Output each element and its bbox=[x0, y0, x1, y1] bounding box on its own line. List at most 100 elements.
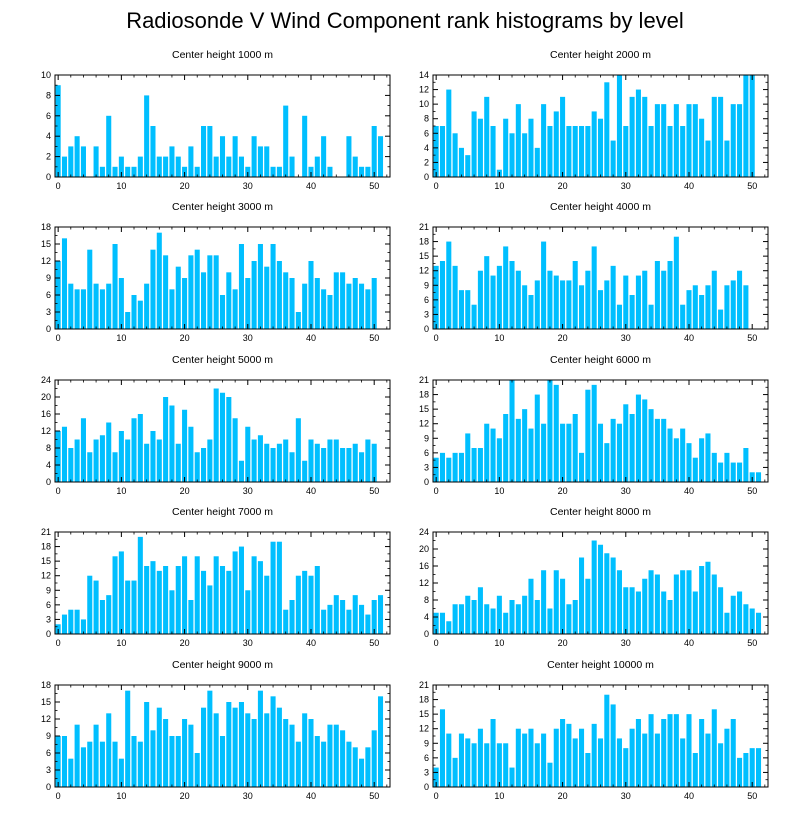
bar bbox=[61, 426, 68, 482]
bar bbox=[93, 283, 99, 329]
bar bbox=[371, 730, 377, 787]
y-tick-label: 2 bbox=[424, 157, 429, 167]
bar bbox=[604, 694, 610, 787]
bar bbox=[616, 75, 622, 177]
x-tick-label: 50 bbox=[747, 791, 757, 801]
bar bbox=[106, 713, 112, 787]
x-tick-label: 50 bbox=[369, 486, 379, 496]
bar bbox=[106, 283, 112, 329]
y-tick-label: 18 bbox=[419, 390, 429, 400]
bar bbox=[175, 736, 181, 787]
x-tick-label: 0 bbox=[434, 181, 439, 191]
bar bbox=[673, 438, 679, 482]
y-tick-label: 3 bbox=[46, 614, 51, 624]
bar bbox=[150, 431, 156, 482]
x-tick-label: 10 bbox=[116, 333, 126, 343]
bar bbox=[528, 578, 534, 634]
bar bbox=[352, 278, 358, 329]
bar bbox=[585, 578, 591, 634]
bar bbox=[125, 690, 131, 787]
bar bbox=[490, 428, 496, 482]
bar bbox=[194, 452, 200, 482]
x-tick-label: 0 bbox=[434, 638, 439, 648]
bar bbox=[661, 719, 667, 787]
bar bbox=[276, 443, 282, 482]
y-tick-label: 9 bbox=[424, 280, 429, 290]
x-tick-label: 20 bbox=[558, 181, 568, 191]
bar bbox=[276, 707, 282, 787]
bar bbox=[635, 591, 641, 634]
bar bbox=[333, 439, 339, 482]
bar bbox=[131, 295, 137, 329]
bar bbox=[156, 439, 162, 482]
bar bbox=[705, 140, 711, 177]
bar bbox=[163, 397, 169, 482]
y-tick-label: 18 bbox=[41, 222, 51, 232]
x-tick-label: 20 bbox=[558, 486, 568, 496]
bar bbox=[321, 136, 327, 177]
bar bbox=[623, 587, 629, 634]
bar bbox=[333, 724, 339, 787]
y-tick-label: 12 bbox=[41, 571, 51, 581]
bar bbox=[737, 270, 743, 329]
bar bbox=[572, 414, 578, 482]
bar bbox=[616, 304, 622, 329]
bar bbox=[150, 126, 156, 177]
bar bbox=[642, 96, 648, 177]
bar bbox=[226, 702, 232, 787]
bar bbox=[509, 600, 515, 634]
bar bbox=[226, 272, 232, 329]
bar bbox=[99, 741, 105, 787]
bar bbox=[137, 741, 143, 787]
bar bbox=[144, 95, 150, 177]
bar bbox=[439, 452, 446, 482]
bar bbox=[610, 265, 616, 329]
bar bbox=[333, 595, 339, 634]
y-tick-label: 0 bbox=[424, 324, 429, 334]
bar bbox=[131, 166, 137, 177]
panel-title: Center height 9000 m bbox=[172, 659, 273, 671]
bar bbox=[144, 283, 150, 329]
bar bbox=[112, 741, 118, 787]
bar bbox=[642, 399, 648, 482]
bar bbox=[283, 105, 289, 177]
bar bbox=[692, 591, 698, 634]
x-tick-label: 20 bbox=[180, 486, 190, 496]
bar bbox=[635, 719, 641, 787]
bar bbox=[68, 758, 74, 787]
y-tick-label: 21 bbox=[41, 527, 51, 537]
x-tick-label: 20 bbox=[558, 791, 568, 801]
y-tick-label: 12 bbox=[419, 266, 429, 276]
bar bbox=[251, 261, 257, 329]
bar bbox=[439, 261, 446, 329]
y-tick-label: 6 bbox=[46, 290, 51, 300]
panel-2: 0 10 20 30 40 50 0 2 4 6 8 10 12 14 Center height 2000… bbox=[419, 49, 769, 191]
bar bbox=[125, 439, 131, 482]
bar bbox=[566, 423, 572, 482]
y-tick-label: 10 bbox=[419, 99, 429, 109]
bar bbox=[74, 724, 80, 787]
bar bbox=[302, 283, 308, 329]
y-tick-label: 0 bbox=[46, 782, 51, 792]
bar bbox=[169, 736, 175, 787]
bar bbox=[245, 713, 251, 787]
bar bbox=[667, 714, 673, 787]
bar bbox=[642, 733, 648, 787]
y-tick-label: 8 bbox=[46, 90, 51, 100]
bar bbox=[724, 140, 730, 177]
bar bbox=[560, 719, 566, 787]
bar bbox=[74, 439, 80, 482]
x-tick-label: 20 bbox=[180, 791, 190, 801]
x-tick-label: 10 bbox=[494, 638, 504, 648]
bar bbox=[484, 743, 490, 787]
bar bbox=[477, 587, 483, 634]
bar bbox=[635, 275, 641, 329]
bar bbox=[245, 426, 251, 482]
bar bbox=[534, 394, 540, 482]
bar bbox=[156, 570, 162, 634]
bar bbox=[692, 753, 698, 787]
bar bbox=[718, 462, 724, 482]
y-tick-label: 18 bbox=[419, 237, 429, 247]
bar bbox=[749, 608, 755, 634]
bar bbox=[352, 747, 358, 787]
